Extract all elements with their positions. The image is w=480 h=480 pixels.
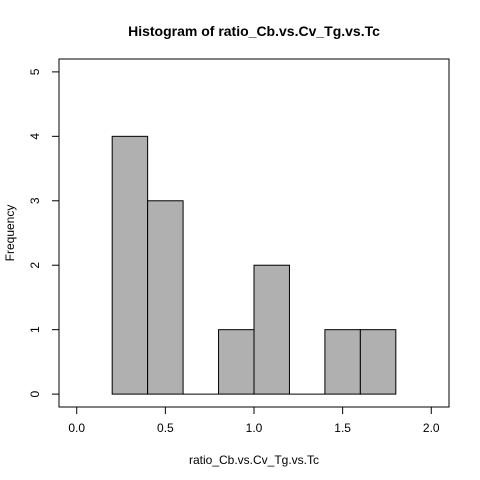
x-tick-label-0: 0.0: [68, 421, 85, 435]
y-tick-label-2: 2: [28, 262, 42, 269]
bars-group: [111, 135, 397, 395]
histogram-bar-0: [111, 135, 149, 395]
chart-title: Histogram of ratio_Cb.vs.Cv_Tg.vs.Tc: [128, 23, 380, 39]
x-tick-label-3: 1.5: [334, 421, 351, 435]
y-tick-label-4: 4: [28, 133, 42, 140]
x-axis-label: ratio_Cb.vs.Cv_Tg.vs.Tc: [189, 453, 319, 467]
x-tick-label-2: 1.0: [246, 421, 263, 435]
histogram-bar-3: [218, 329, 255, 395]
histogram-bar-6: [324, 329, 361, 395]
x-axis: 0.0 0.5 1.0 1.5 2.0: [68, 406, 440, 435]
y-axis-label: Frequency: [3, 205, 17, 262]
histogram-bar-1: [147, 200, 184, 395]
histogram-bar-7: [359, 329, 397, 395]
y-tick-label-3: 3: [28, 197, 42, 204]
y-axis: 0 1 2 3 4 5: [28, 68, 60, 397]
x-tick-label-4: 2.0: [423, 421, 440, 435]
y-tick-label-0: 0: [28, 390, 42, 397]
histogram-bar-4: [253, 264, 290, 395]
x-tick-label-1: 0.5: [157, 421, 174, 435]
y-tick-label-5: 5: [28, 68, 42, 75]
y-tick-label-1: 1: [28, 326, 42, 333]
